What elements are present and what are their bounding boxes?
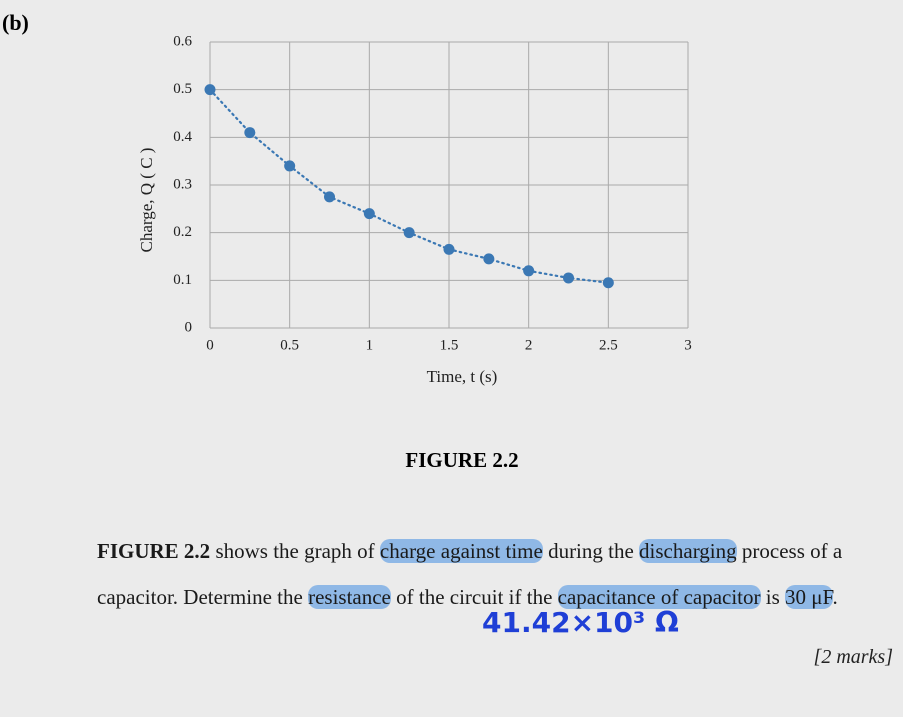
marks: [2 marks] bbox=[813, 646, 893, 668]
y-tick-label: 0.3 bbox=[173, 176, 192, 192]
x-tick-label: 1 bbox=[366, 337, 374, 353]
question-text: shows the graph of bbox=[210, 539, 380, 563]
x-tick-label: 1.5 bbox=[440, 337, 459, 353]
chart: Time, t (s) Charge, Q ( C ) 0 0.1 0.2 0.3 0.… bbox=[137, 33, 692, 386]
question-text: during the bbox=[542, 539, 640, 563]
data-point bbox=[602, 277, 614, 289]
question-text: discharging bbox=[639, 539, 737, 563]
question-text: . bbox=[832, 585, 838, 609]
question-text: of the circuit if the bbox=[390, 585, 558, 609]
y-tick-label: 0 bbox=[185, 319, 193, 335]
question-text: process of a capacitor. Determine the bbox=[97, 539, 848, 609]
question: FIGURE 2.2 shows the graph of charge aga… bbox=[97, 528, 877, 620]
question-text: FIGURE 2.2 bbox=[97, 539, 211, 563]
trend-line bbox=[208, 88, 610, 284]
data-point bbox=[204, 84, 216, 96]
question-text: charge against time bbox=[379, 539, 543, 563]
data-point bbox=[483, 253, 495, 265]
question-text: is bbox=[760, 585, 786, 609]
question-text: resistance bbox=[308, 585, 391, 609]
data-point bbox=[284, 160, 296, 172]
x-tick-label: 2 bbox=[525, 337, 533, 353]
data-point bbox=[403, 227, 415, 239]
y-tick-label: 0.2 bbox=[173, 224, 192, 240]
y-tick-label: 0.1 bbox=[173, 272, 192, 288]
x-tick-label: 3 bbox=[684, 337, 692, 353]
data-point bbox=[363, 208, 375, 220]
data-point bbox=[523, 265, 535, 277]
y-tick-label: 0.6 bbox=[173, 33, 192, 49]
part-label: (b) bbox=[2, 10, 29, 35]
y-tick-label: 0.5 bbox=[173, 81, 192, 97]
data-point bbox=[563, 272, 574, 284]
x-axis-label: Time, t (s) bbox=[427, 367, 498, 386]
y-tick-label: 0.4 bbox=[173, 129, 192, 145]
handwritten-answer: 41.42×10³ Ω bbox=[482, 606, 679, 639]
figure-caption: FIGURE 2.2 bbox=[405, 448, 519, 472]
x-tick-label: 2.5 bbox=[599, 337, 618, 353]
x-tick-label: 0.5 bbox=[280, 337, 299, 353]
question-text: capacitance of capacitor bbox=[557, 585, 761, 609]
data-point bbox=[443, 243, 455, 255]
y-axis-label: Charge, Q ( C ) bbox=[137, 148, 156, 253]
data-point bbox=[244, 127, 256, 139]
x-tick-label: 0 bbox=[206, 337, 214, 353]
data-point bbox=[324, 191, 335, 203]
question-text: 30 μF bbox=[785, 585, 833, 609]
